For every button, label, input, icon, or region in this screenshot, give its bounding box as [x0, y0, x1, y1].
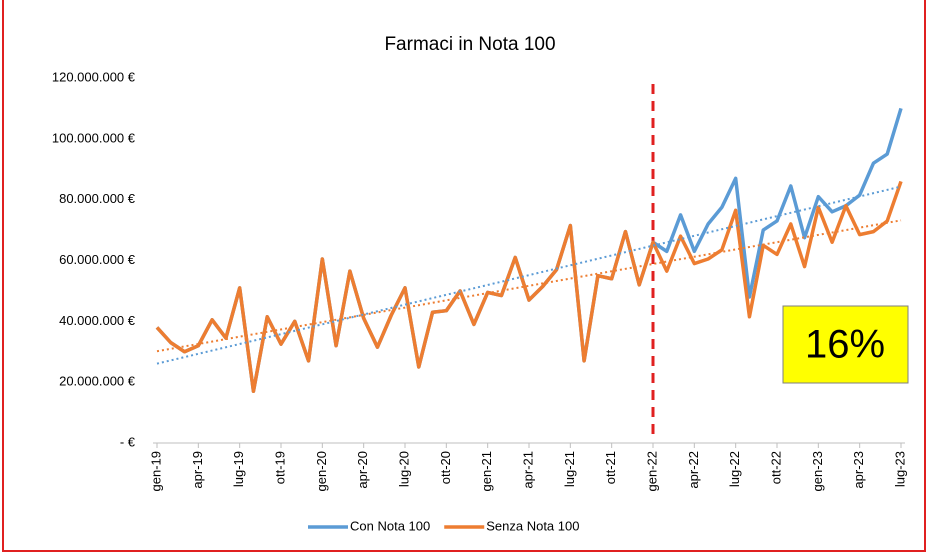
x-tick-label: ott-20 [438, 451, 453, 484]
x-tick-label: ott-21 [603, 451, 618, 484]
series-line [155, 180, 903, 394]
y-tick-label: - € [120, 434, 136, 449]
x-tick-label: apr-22 [686, 451, 701, 489]
legend-label: Con Nota 100 [350, 518, 430, 533]
y-tick-label: 40.000.000 € [59, 313, 136, 328]
x-tick-label: lug-21 [562, 451, 577, 487]
x-tick-label: apr-20 [355, 451, 370, 489]
x-tick-label: gen-23 [810, 451, 825, 491]
annotation-text: 16% [805, 323, 885, 367]
x-tick-label: lug-22 [727, 451, 742, 487]
x-tick-label: lug-20 [396, 451, 411, 487]
x-tick-label: lug-19 [231, 451, 246, 487]
x-tick-label: lug-23 [892, 451, 907, 487]
legend-label: Senza Nota 100 [486, 518, 579, 533]
x-tick-label: apr-21 [520, 451, 535, 489]
x-tick-label: apr-23 [851, 451, 866, 489]
x-tick-label: gen-21 [479, 451, 494, 491]
trend-line [156, 219, 902, 353]
x-tick-label: ott-19 [272, 451, 287, 484]
chart-title: Farmaci in Nota 100 [384, 34, 555, 55]
x-tick-label: gen-19 [148, 451, 163, 491]
annotation-rect [782, 305, 909, 384]
x-tick-label: gen-20 [314, 451, 329, 491]
x-tick-label: apr-19 [190, 451, 205, 489]
annotation-box: 16% [782, 305, 909, 384]
y-tick-label: 80.000.000 € [59, 191, 136, 206]
y-tick-label: 120.000.000 € [52, 69, 136, 84]
y-tick-label: 100.000.000 € [52, 130, 136, 145]
y-tick-label: 20.000.000 € [59, 374, 136, 389]
x-tick-label: gen-22 [644, 451, 659, 491]
y-tick-label: 60.000.000 € [59, 252, 136, 267]
x-tick-label: ott-22 [768, 451, 783, 484]
